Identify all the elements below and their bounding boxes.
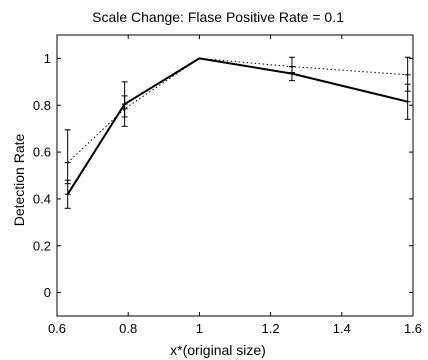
x-tick-label: 0.6	[48, 321, 66, 336]
ticks-layer: 0.6 0.8 1 1.2 1.4 1.6 0 0.2 0.4 0.6 0.8 1	[33, 35, 422, 336]
y-tick-label: 1	[44, 51, 51, 66]
series-layer	[64, 56, 411, 209]
series-line-dotted	[67, 57, 408, 163]
plot-frame	[56, 34, 414, 317]
x-axis-label: x*(original size)	[170, 342, 266, 358]
plot-area	[56, 34, 414, 317]
y-tick-label: 0	[44, 285, 51, 300]
series-dotted	[64, 56, 411, 185]
series-line-solid	[66, 57, 408, 195]
x-tick-label: 1.6	[404, 321, 422, 336]
x-tick-label: 1.2	[262, 321, 280, 336]
x-tick-label: 0.8	[119, 321, 137, 336]
y-tick-label: 0.6	[33, 145, 51, 160]
y-tick-label: 0.2	[33, 238, 51, 253]
series-solid	[64, 57, 411, 209]
y-tick-label: 0.4	[33, 191, 51, 206]
x-tick-label: 1.4	[333, 321, 351, 336]
y-axis-label: Detection Rate	[11, 133, 27, 226]
x-tick-label: 1	[196, 321, 203, 336]
y-tick-label: 0.8	[33, 98, 51, 113]
chart-title: Scale Change: Flase Positive Rate = 0.1	[92, 9, 344, 25]
